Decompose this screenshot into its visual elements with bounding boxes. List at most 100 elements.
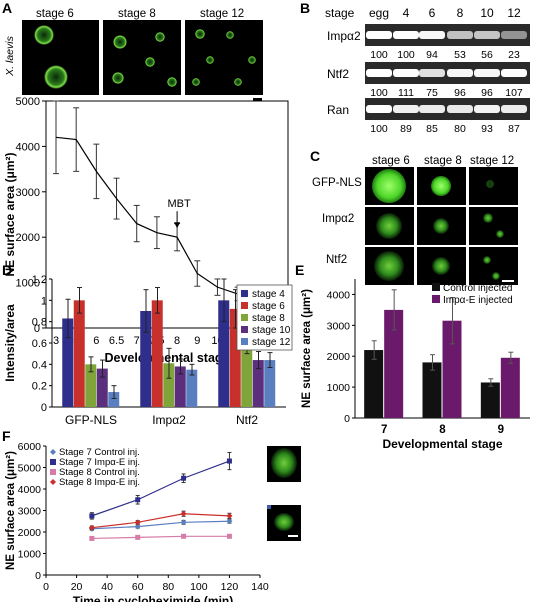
panel-d-letter: D (2, 262, 12, 278)
x-axis-title: Developmental stage (104, 351, 229, 365)
data-point (135, 534, 141, 540)
legend-marker (50, 479, 56, 485)
blot-value: 100 (370, 87, 388, 99)
blot-band (474, 69, 500, 77)
x-tick-label: 6.5 (109, 335, 124, 347)
nucleus (271, 448, 297, 478)
blot-value: 107 (505, 87, 523, 99)
data-point (226, 512, 233, 519)
blot-value: 80 (454, 123, 466, 135)
stage-column-label: 8 (457, 6, 464, 20)
y-tick-label: 1000 (327, 382, 351, 394)
blot-value: 111 (398, 87, 414, 99)
blot-band (474, 105, 500, 113)
nucleus (433, 218, 449, 234)
blot-value: 96 (454, 87, 466, 99)
bar (442, 320, 462, 418)
series-line (91, 535, 230, 540)
x-tick-label: 9 (194, 335, 200, 347)
series-line (91, 520, 230, 530)
nucleus (113, 35, 127, 49)
blot-band (501, 105, 527, 113)
nucleus (483, 213, 493, 223)
stage-column-label: 6 (429, 6, 436, 20)
bar (62, 318, 74, 407)
bar (140, 311, 152, 407)
blot-value: 75 (426, 87, 438, 99)
stage-column-label: 12 (507, 6, 521, 20)
panel-c-stage-label-1: stage 6 (372, 155, 410, 167)
nucleus (145, 57, 155, 67)
y-tick-label: 5000 (16, 96, 40, 108)
blot-value: 93 (481, 123, 493, 135)
nucleus (195, 29, 205, 39)
y-axis-title: NE surface area (μm²) (5, 451, 17, 570)
x-tick-label: 3 (53, 335, 59, 347)
blot-value: 53 (454, 49, 466, 61)
y-tick-label: 0 (35, 570, 41, 582)
blot-value: 96 (481, 87, 493, 99)
bar (151, 300, 163, 407)
data-point (134, 519, 141, 526)
bar (384, 309, 404, 418)
nucleus (431, 176, 451, 196)
data-point (226, 458, 232, 464)
nucleus (112, 72, 124, 84)
series-line (91, 513, 230, 529)
panel-a-letter: A (2, 0, 12, 16)
legend-label: Control injected (443, 283, 512, 294)
blot-band (501, 69, 527, 77)
legend-label: stage 12 (252, 337, 291, 348)
legend-swatch (241, 290, 248, 297)
micrograph-c (469, 167, 518, 205)
chart-e: 0 1000 2000 3000 4000 7 8 9 NE surface area (μm²… (301, 279, 530, 451)
legend-marker (50, 459, 56, 465)
blot-band (474, 31, 500, 39)
blot-band (419, 31, 445, 39)
x-tick-label: 80 (162, 581, 174, 593)
legend-label: Stage 8 Impα-E inj. (59, 477, 140, 488)
nucleus (167, 77, 177, 87)
panel-c-row-label-1: GFP-NLS (312, 177, 362, 189)
data-point (180, 510, 187, 517)
x-tick-label: 7 (134, 335, 140, 347)
nucleus (192, 78, 200, 86)
stage-header: stage (325, 6, 355, 20)
legend-swatch (241, 314, 248, 321)
y-tick-label: 4000 (16, 141, 40, 153)
y-tick-label: 4000 (327, 289, 351, 301)
legend-marker (50, 449, 56, 455)
y-tick-label: 1000 (18, 549, 42, 561)
panel-c: C stage 6 stage 8 stage 12 GFP-NLS Impα2… (310, 148, 518, 285)
blot-value: 94 (426, 49, 438, 61)
panel-f-letter: F (2, 428, 11, 444)
blot-band (447, 31, 473, 39)
nucleus (483, 256, 491, 264)
nucleus (372, 169, 406, 203)
y-axis-title: NE surface area (μm²) (301, 289, 313, 408)
bar (480, 382, 500, 418)
category-label: GFP-NLS (65, 413, 117, 427)
blot-value: 56 (481, 49, 493, 61)
data-point (181, 475, 187, 481)
y-tick-label: 1000 (16, 278, 40, 290)
blot-band (501, 31, 527, 39)
series-line (55, 136, 278, 297)
y-tick-label: 0.4 (32, 359, 47, 371)
y-tick-label: 1 (41, 295, 47, 307)
bar (241, 344, 253, 407)
panel-e-letter: E (295, 262, 304, 278)
scale-bar (288, 535, 298, 537)
y-tick-label: 1.2 (32, 274, 47, 286)
x-tick-label: 120 (221, 581, 239, 593)
nucleus (374, 251, 404, 281)
panel-c-row-label-2: Impα2 (322, 213, 354, 225)
y-tick-label: 0 (41, 402, 47, 414)
stage-column-label: 10 (480, 6, 494, 20)
nucleus (44, 65, 68, 89)
blot-label: Ran (327, 103, 349, 117)
bar (96, 368, 108, 407)
panel-c-stage-label-2: stage 8 (424, 155, 462, 167)
legend-swatch (432, 295, 440, 303)
